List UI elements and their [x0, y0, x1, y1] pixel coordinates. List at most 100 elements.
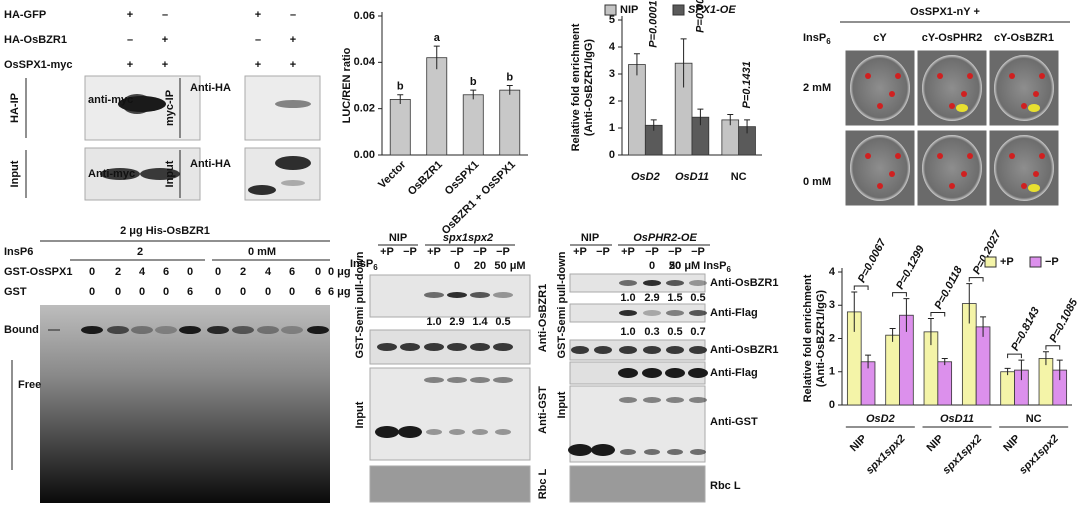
treatment: −P — [473, 246, 487, 258]
sign: + — [255, 9, 261, 21]
blot-band — [275, 156, 311, 170]
blot-label: Anti-OsBZR1 — [710, 277, 778, 289]
quantity: 0.5 — [667, 326, 682, 338]
blot-band — [426, 429, 442, 435]
blot-label: Input — [9, 160, 21, 187]
blot-band — [666, 346, 684, 354]
blot-label: Anti-GST — [710, 416, 758, 428]
blot-band — [140, 168, 180, 180]
significance-letter: b — [506, 71, 513, 83]
p-value: P=0.1085 — [1047, 296, 1080, 344]
row-label: 2 mM — [803, 82, 831, 94]
error-bar — [980, 316, 987, 337]
blot-band — [666, 310, 684, 316]
chloroplast — [877, 103, 883, 109]
blot-label: Anti-OsBZR1 — [710, 344, 778, 356]
error-bar — [903, 298, 910, 332]
blot-band — [81, 326, 103, 334]
y-tick-label: 5 — [609, 14, 615, 26]
chloroplast — [949, 103, 955, 109]
insp-label: InsP6 — [803, 32, 831, 46]
blot-band — [400, 343, 420, 351]
blot — [569, 339, 706, 361]
legend-label: −P — [1045, 256, 1059, 268]
blot-label: Input — [164, 160, 176, 187]
blot-band — [643, 346, 661, 354]
bar — [1038, 358, 1054, 406]
blot-band — [100, 168, 140, 180]
blot-band — [155, 326, 177, 334]
p-value: P=0.1431 — [741, 61, 753, 108]
blot-band — [281, 326, 303, 334]
blot-band — [122, 94, 152, 114]
cell — [850, 55, 910, 121]
chloroplast — [889, 171, 895, 177]
blot-band — [257, 326, 279, 334]
quantity: 1.4 — [472, 316, 488, 328]
error-bar — [927, 318, 934, 346]
blot-label: myc-IP — [164, 90, 176, 126]
p-value: P=0.0067 — [856, 236, 889, 284]
chloroplast — [1009, 73, 1015, 79]
amount: 0 — [89, 286, 95, 298]
error-bar — [851, 291, 858, 332]
sign: + — [290, 59, 296, 71]
sign: + — [127, 9, 133, 21]
blot-band — [689, 346, 707, 354]
genotype: OsPHR2-OE — [633, 232, 697, 244]
sign: + — [162, 34, 168, 46]
unit: 0 μg — [328, 266, 351, 278]
blot-band — [643, 280, 661, 286]
treatment: +P — [573, 246, 587, 258]
error-bar — [470, 89, 477, 100]
amount: 0 — [289, 286, 295, 298]
quantity: 0.5 — [690, 292, 705, 304]
blot — [569, 465, 706, 503]
blot-band — [472, 429, 488, 435]
y-axis-label: LUC/REN ratio — [341, 47, 353, 123]
blot-band — [643, 310, 661, 316]
gel-label: Free — [18, 379, 41, 391]
row-label: OsSPX1-myc — [4, 59, 72, 71]
amount: 0 — [89, 266, 95, 278]
blot-band — [620, 449, 636, 455]
amount: 0 — [163, 286, 169, 298]
subscript: 6 — [727, 265, 732, 274]
bar — [462, 94, 484, 156]
blot-label: Input — [354, 401, 366, 428]
y-tick-label: 2 — [829, 332, 835, 344]
treatment: +P — [380, 246, 394, 258]
significance-letter: b — [470, 76, 477, 88]
y-tick-label: 0 — [829, 399, 835, 411]
row-label: HA-OsBZR1 — [4, 34, 67, 46]
column-label: cY — [873, 32, 887, 44]
bar — [499, 89, 521, 156]
bracket — [968, 277, 984, 282]
blot-band — [447, 377, 467, 383]
sign: + — [127, 59, 133, 71]
blot-band — [493, 292, 513, 298]
blot-label: Anti-Flag — [710, 367, 758, 379]
bar — [426, 57, 448, 156]
y-tick-label: 2 — [609, 95, 615, 107]
chloroplast — [937, 73, 943, 79]
blot-band — [619, 346, 637, 354]
y-tick-label: 0.02 — [354, 103, 375, 115]
text-part: InsP — [803, 32, 826, 44]
blot-label: Input — [556, 391, 568, 418]
legend-swatch — [984, 256, 997, 268]
treatment: −P — [403, 246, 417, 258]
row-label: HA-GFP — [4, 9, 46, 21]
significance-letter: a — [434, 32, 441, 44]
yfp-signal — [956, 104, 968, 112]
sign: – — [290, 9, 296, 21]
bracket — [930, 312, 946, 317]
chloroplast — [1021, 183, 1027, 189]
error-bar — [506, 85, 513, 95]
chloroplast — [895, 73, 901, 79]
quantity: 2.9 — [644, 292, 659, 304]
quantity: 1.0 — [620, 292, 635, 304]
level: 2 — [137, 246, 143, 258]
quantity: 0.5 — [495, 316, 510, 328]
amount: 0 — [215, 286, 221, 298]
